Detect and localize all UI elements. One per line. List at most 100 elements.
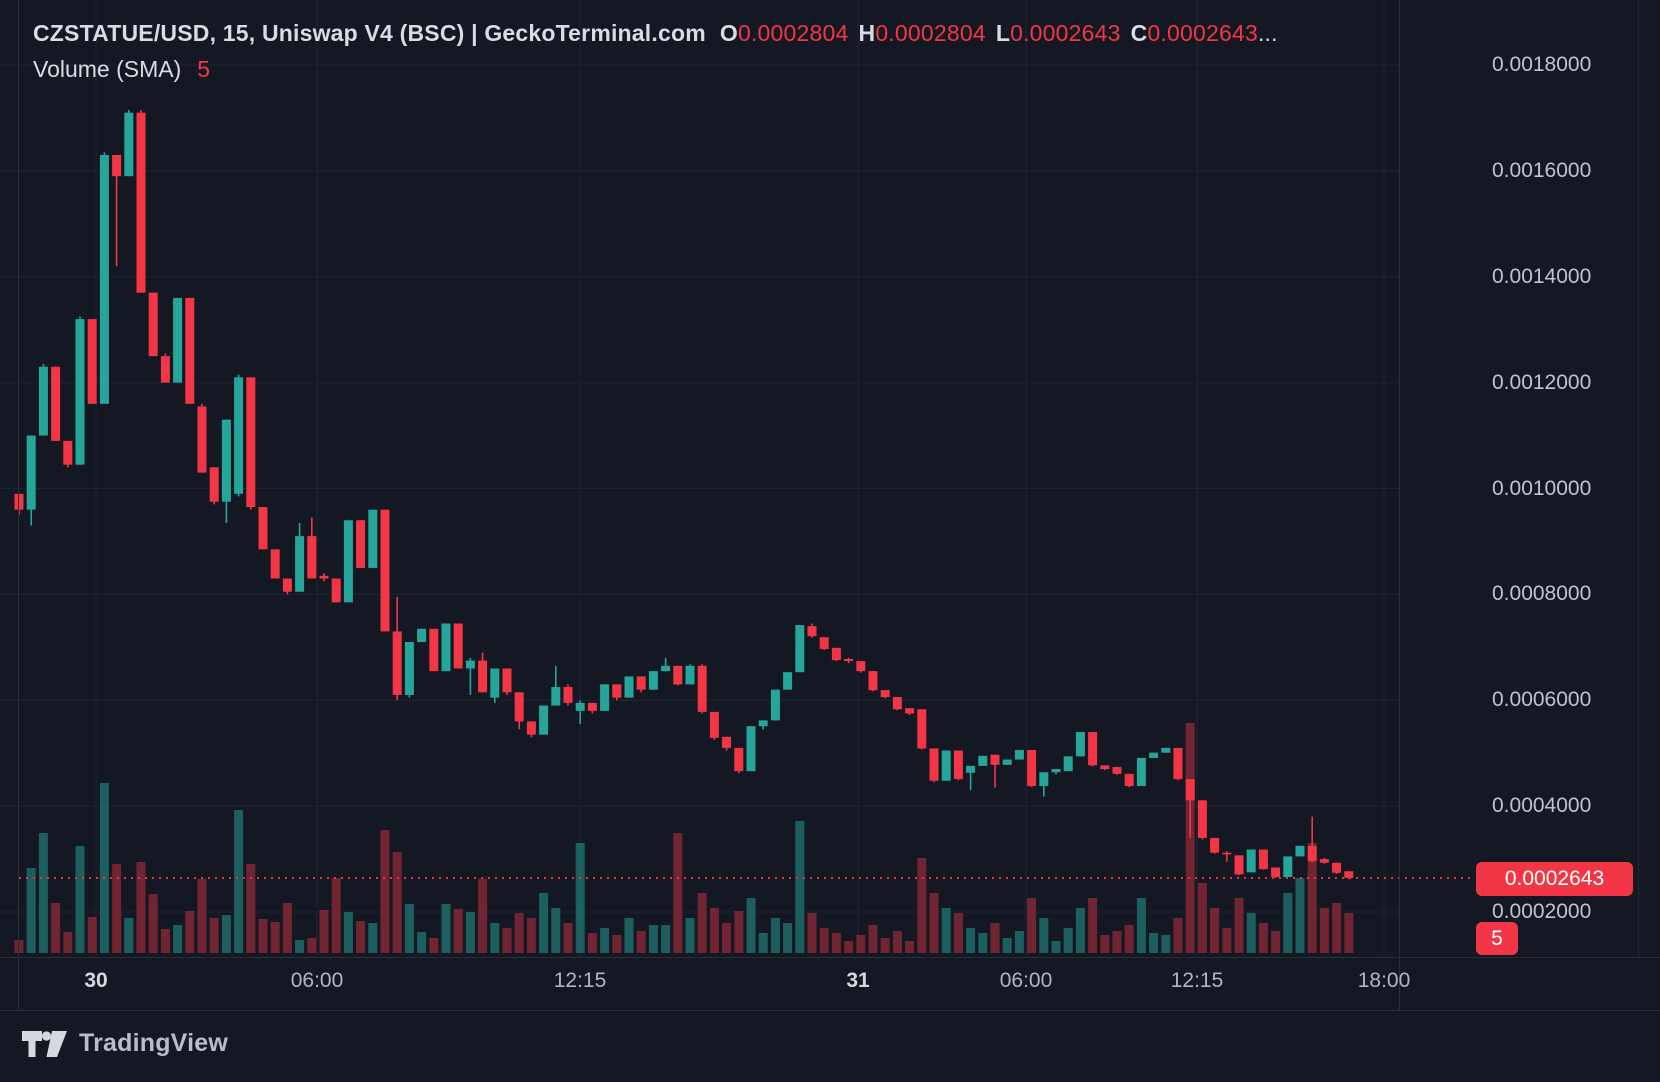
candle-up [1014, 750, 1024, 760]
candle-down [307, 536, 317, 579]
candle-down [722, 736, 732, 748]
candle-down [734, 747, 744, 772]
candle-up [368, 509, 378, 568]
candle-down [831, 647, 841, 661]
candle-down [1271, 867, 1281, 878]
volume-bar [234, 810, 244, 953]
tradingview-logo-icon [22, 1030, 67, 1057]
time-axis-label: 31 [846, 969, 870, 992]
candle-down [844, 658, 854, 662]
candle-up [173, 297, 183, 383]
volume-bar [514, 913, 524, 953]
volume-bar [1161, 935, 1171, 953]
candle-down [673, 665, 683, 685]
candle-down [258, 507, 268, 550]
volume-bar [1112, 931, 1122, 953]
candle-down [1112, 766, 1122, 774]
candle-up [404, 642, 414, 695]
volume-bar [490, 923, 500, 953]
candle-down [246, 377, 256, 508]
volume-bar [124, 918, 134, 953]
volume-bar [1332, 903, 1342, 953]
volume-bar [880, 938, 890, 953]
candle-down [185, 297, 195, 404]
candle-down [636, 676, 646, 690]
volume-bar [87, 917, 97, 953]
close-label: C [1130, 20, 1148, 46]
volume-bar [1075, 908, 1085, 953]
candle-up [343, 520, 353, 603]
volume-bar [246, 864, 256, 953]
candle-down [1332, 862, 1342, 873]
candle-up [417, 628, 427, 643]
volume-bar [1100, 935, 1110, 953]
volume-bar [783, 923, 793, 953]
volume-bar [258, 919, 268, 953]
candle-down [148, 292, 158, 357]
ohlc-readout: O0.0002804 H0.0002804 L0.0002643 C0.0002643… [720, 20, 1278, 46]
volume-bar [868, 925, 878, 953]
open-label: O [719, 20, 738, 46]
volume-bar [1149, 933, 1159, 953]
volume-bar [941, 908, 951, 953]
tradingview-logo[interactable]: TradingView [22, 1029, 228, 1058]
candle-down [1124, 773, 1134, 787]
volume-bar [685, 918, 695, 953]
volume-bar [551, 908, 561, 953]
time-axis-label: 12:15 [1170, 969, 1224, 992]
volume-bar [831, 933, 841, 953]
volume-bar [417, 932, 427, 953]
candle-down [51, 366, 61, 441]
time-axis-label: 06:00 [290, 969, 344, 992]
candle-up [295, 536, 305, 592]
candle-up [770, 689, 780, 721]
candle-up [124, 112, 134, 177]
time-axis-label: 12:15 [553, 969, 607, 992]
volume-bar [1136, 898, 1146, 953]
volume-bar [807, 913, 817, 953]
candle-up [624, 676, 634, 698]
volume-bar [148, 894, 158, 953]
candle-down [1258, 849, 1268, 870]
candle-up [1149, 752, 1159, 758]
volume-bar [929, 893, 939, 953]
candle-down [892, 697, 902, 710]
volume-bar [99, 783, 109, 953]
volume-bar [380, 830, 390, 953]
candle-down [160, 356, 170, 383]
candle-up [978, 755, 988, 766]
volume-bar [404, 904, 414, 953]
candle-down [63, 440, 73, 465]
candle-down [990, 754, 1000, 765]
volume-bar [539, 893, 549, 953]
candle-down [880, 690, 890, 698]
candle-up [685, 665, 695, 685]
candle-down [453, 623, 463, 669]
volume-bar [1063, 928, 1073, 953]
volume-bar [1246, 913, 1256, 953]
candle-down [856, 661, 866, 672]
candle-down [905, 708, 915, 714]
candle-down [1197, 800, 1207, 838]
open-value: 0.0002804 [737, 20, 849, 46]
price-axis-label: 0.0014000 [1492, 264, 1592, 288]
volume-bar [917, 858, 927, 953]
volume-bar [270, 922, 280, 953]
candle-down [356, 520, 366, 568]
candle-down [587, 702, 597, 711]
volume-bar [648, 925, 658, 953]
volume-bar [1173, 918, 1183, 953]
candle-down [87, 319, 97, 404]
candle-down [1185, 779, 1195, 801]
candle-down [709, 711, 719, 738]
volume-bar [1283, 893, 1293, 953]
candle-up [758, 720, 768, 727]
tradingview-logo-text: TradingView [79, 1029, 229, 1057]
volume-bar [966, 928, 976, 953]
volume-bar [600, 928, 610, 953]
price-axis-label: 0.0010000 [1492, 476, 1592, 500]
volume-bar [1014, 931, 1024, 953]
volume-bar [1051, 941, 1061, 953]
candle-up [600, 684, 610, 711]
